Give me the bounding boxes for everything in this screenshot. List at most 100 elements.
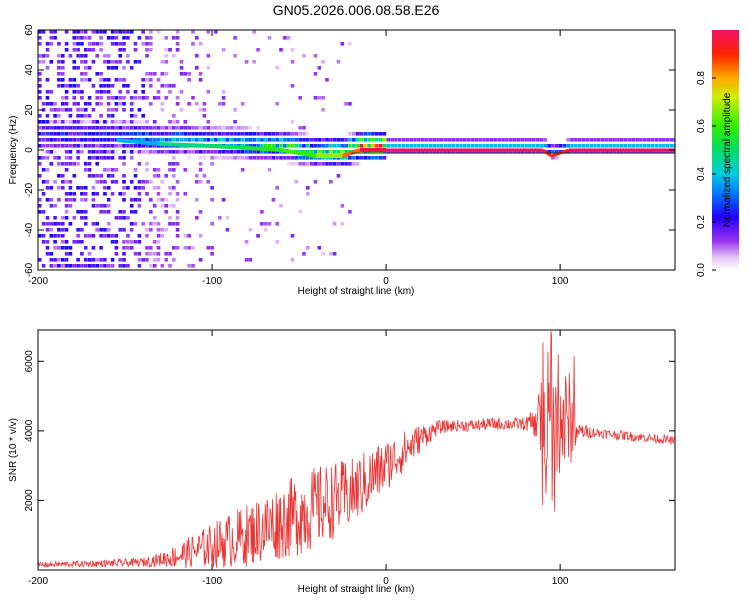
heatmap-cell — [72, 30, 77, 34]
heatmap-cell — [164, 132, 168, 136]
heatmap-cell — [191, 150, 195, 154]
heatmap-cell — [267, 144, 272, 148]
heatmap-cell — [248, 150, 253, 154]
heatmap-cell — [218, 216, 222, 220]
heatmap-cell — [244, 144, 249, 148]
heatmap-cell — [41, 150, 46, 154]
heatmap-cell — [256, 138, 260, 142]
heatmap-cell — [72, 264, 77, 268]
heatmap-cell — [325, 78, 329, 82]
heatmap-cell — [168, 90, 172, 94]
heatmap-cell — [321, 150, 325, 154]
heatmap-cell — [45, 156, 50, 160]
heatmap-cell — [83, 60, 88, 64]
heatmap-cell — [38, 138, 42, 142]
heatmap-cell — [41, 156, 46, 160]
heatmap-cell — [38, 30, 42, 34]
heatmap-cell — [137, 192, 142, 196]
heatmap-cell — [129, 108, 134, 112]
heatmap-cell — [114, 66, 119, 70]
heatmap-cell — [390, 144, 394, 148]
heatmap-cell — [260, 132, 264, 136]
heatmap-cell — [191, 132, 195, 136]
heatmap-cell — [99, 120, 103, 124]
heatmap-cell — [275, 240, 279, 244]
heatmap-cell — [168, 222, 172, 226]
ridge-segment — [281, 148, 317, 158]
heatmap-cell — [218, 150, 222, 154]
heatmap-cell — [512, 150, 517, 154]
heatmap-cell — [41, 120, 46, 124]
heatmap-cell — [57, 264, 61, 268]
heatmap-cell — [321, 162, 325, 166]
heatmap-cell — [164, 228, 168, 232]
heatmap-cell — [164, 204, 168, 208]
heatmap-cell — [83, 126, 88, 130]
heatmap-cell — [237, 150, 241, 154]
heatmap-cell — [317, 138, 322, 142]
heatmap-cell — [141, 96, 145, 100]
heatmap-cell — [225, 216, 230, 220]
heatmap-cell — [160, 132, 165, 136]
heatmap-cell — [172, 168, 176, 172]
heatmap-cell — [298, 132, 302, 136]
heatmap-cell — [106, 78, 111, 82]
heatmap-cell — [673, 138, 675, 142]
heatmap-cell — [237, 126, 241, 130]
heatmap-cell — [145, 54, 149, 58]
x-tick-label: -200 — [28, 576, 48, 587]
heatmap-cell — [68, 144, 73, 148]
heatmap-cell — [152, 138, 157, 142]
heatmap-cell — [654, 138, 659, 142]
heatmap-cell — [57, 60, 61, 64]
heatmap-cell — [175, 180, 180, 184]
heatmap-cell — [129, 96, 134, 100]
heatmap-cell — [248, 258, 253, 262]
heatmap-cell — [110, 180, 115, 184]
heatmap-cell — [57, 126, 61, 130]
heatmap-cell — [95, 54, 99, 58]
heatmap-cell — [141, 138, 145, 142]
heatmap-cell — [106, 198, 111, 202]
heatmap-cell — [126, 90, 130, 94]
heatmap-cell — [61, 102, 65, 106]
heatmap-cell — [68, 114, 73, 118]
heatmap-cell — [210, 156, 214, 160]
heatmap-cell — [129, 144, 134, 148]
heatmap-cell — [581, 144, 586, 148]
heatmap-cell — [673, 150, 675, 154]
heatmap-cell — [49, 126, 54, 130]
heatmap-cell — [95, 228, 99, 232]
heatmap-cell — [424, 150, 429, 154]
heatmap-cell — [49, 90, 54, 94]
heatmap-cell — [110, 66, 115, 70]
heatmap-cell — [233, 54, 237, 58]
heatmap-cell — [53, 30, 57, 34]
heatmap-cell — [447, 138, 452, 142]
heatmap-cell — [80, 210, 84, 214]
heatmap-cell — [49, 60, 54, 64]
heatmap-cell — [195, 180, 199, 184]
heatmap-cell — [401, 138, 406, 142]
heatmap-cell — [409, 138, 413, 142]
heatmap-cell — [160, 102, 165, 106]
heatmap-cell — [283, 132, 287, 136]
heatmap-cell — [367, 138, 371, 142]
heatmap-cell — [290, 84, 295, 88]
heatmap-cell — [91, 186, 96, 190]
heatmap-cell — [41, 126, 46, 130]
heatmap-cell — [57, 198, 61, 202]
heatmap-cell — [160, 228, 165, 232]
heatmap-cell — [397, 144, 402, 148]
heatmap-cell — [202, 114, 207, 118]
heatmap-cell — [309, 138, 314, 142]
heatmap-cell — [64, 102, 69, 106]
heatmap-cell — [604, 144, 609, 148]
heatmap-cell — [298, 126, 302, 130]
heatmap-cell — [221, 102, 226, 106]
heatmap-cell — [275, 138, 279, 142]
heatmap-cell — [103, 258, 107, 262]
heatmap-cell — [145, 150, 149, 154]
heatmap-cell — [187, 138, 191, 142]
heatmap-cell — [122, 210, 126, 214]
